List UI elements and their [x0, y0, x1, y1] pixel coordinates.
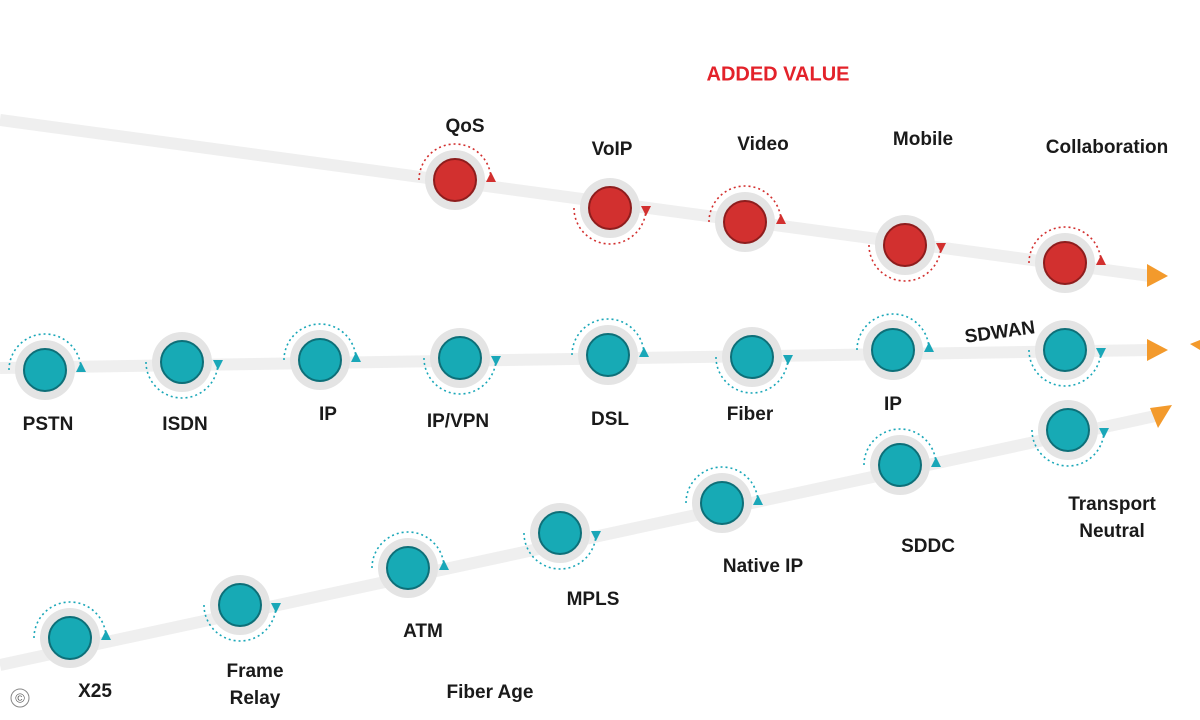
orbit-arrow: [1096, 348, 1106, 358]
orbit-arc: [715, 356, 789, 394]
orbit-arrow: [936, 243, 946, 253]
orbit-arc: [1031, 429, 1105, 467]
orbit-arrow: [753, 495, 763, 505]
node-label: Fiber: [727, 404, 774, 425]
arrow-head: [1190, 340, 1200, 350]
node-label: Mobile: [893, 129, 953, 150]
node-label: Transport: [1068, 494, 1156, 515]
node-label: ISDN: [162, 414, 207, 435]
node: [160, 340, 204, 384]
node: [48, 616, 92, 660]
copyright-circle: [10, 688, 30, 708]
node-label: IP: [884, 394, 902, 415]
node: [700, 481, 744, 525]
orbit-arrow: [271, 603, 281, 613]
node-label: Collaboration: [1046, 137, 1168, 158]
orbit-arc: [418, 143, 492, 181]
node: [730, 335, 774, 379]
node-label: MPLS: [567, 589, 620, 610]
node: [586, 333, 630, 377]
node-label: QoS: [445, 116, 484, 137]
orbit-arrow: [783, 355, 793, 365]
title: ADDED VALUE: [707, 63, 850, 85]
copyright: ©: [15, 690, 25, 705]
orbit-arc: [33, 601, 107, 639]
orbit-arrow: [76, 362, 86, 372]
orbit-arrow: [1096, 255, 1106, 265]
orbit-arc: [573, 207, 647, 245]
orbit-arc: [423, 357, 497, 395]
arrow-head: [1147, 339, 1168, 361]
orbit-arc: [1028, 226, 1102, 264]
node: [538, 511, 582, 555]
node: [218, 583, 262, 627]
node: [23, 348, 67, 392]
orbit-arrow: [1099, 428, 1109, 438]
node-label: Frame: [226, 661, 283, 682]
node: [1043, 328, 1087, 372]
node: [386, 546, 430, 590]
orbit-arrow: [491, 356, 501, 366]
arrow-head: [1150, 405, 1172, 428]
node: [871, 328, 915, 372]
node: [588, 186, 632, 230]
orbit-arc: [868, 244, 942, 282]
node-label: Video: [737, 134, 788, 155]
track-line: [0, 114, 1151, 282]
node: [883, 223, 927, 267]
node-label: SDWAN: [963, 317, 1036, 348]
orbit-arc: [523, 532, 597, 570]
orbit-arrow: [639, 347, 649, 357]
node-label: ATM: [403, 621, 443, 642]
orbit-arrow: [439, 560, 449, 570]
orbit-arrow: [776, 214, 786, 224]
orbit-arc: [1028, 349, 1102, 387]
node: [1046, 408, 1090, 452]
orbit-arc: [283, 323, 357, 361]
orbit-arrow: [591, 531, 601, 541]
node-label: Neutral: [1079, 521, 1144, 542]
node: [298, 338, 342, 382]
orbit-arrow: [101, 630, 111, 640]
node-label: SDDC: [901, 536, 955, 557]
node-label: Relay: [230, 688, 281, 709]
orbit-arc: [371, 531, 445, 569]
orbit-arc: [863, 428, 937, 466]
node-label: IP/VPN: [427, 411, 489, 432]
orbit-arrow: [213, 360, 223, 370]
node: [438, 336, 482, 380]
orbit-arc: [203, 604, 277, 642]
orbit-arrow: [641, 206, 651, 216]
node-label: Native IP: [723, 556, 804, 577]
node-label: VoIP: [592, 139, 633, 160]
orbit-arc: [8, 333, 82, 371]
orbit-arc: [856, 313, 930, 351]
orbit-arc: [685, 466, 759, 504]
node-label: DSL: [591, 409, 629, 430]
node-label: PSTN: [23, 414, 74, 435]
orbit-arc: [571, 318, 645, 356]
arrow-head: [1147, 264, 1168, 287]
node: [1043, 241, 1087, 285]
orbit-arrow: [931, 457, 941, 467]
orbit-arc: [708, 185, 782, 223]
orbit-arrow: [924, 342, 934, 352]
nodes: QoS VoIP Video Mobile Collaboration PSTN ISDN I…: [8, 116, 1168, 709]
orbit-arc: [145, 361, 219, 399]
orbit-arrow: [351, 352, 361, 362]
node-label: IP: [319, 404, 337, 425]
orbit-arrow: [486, 172, 496, 182]
node: [878, 443, 922, 487]
node: [433, 158, 477, 202]
era-label: Fiber Age: [447, 682, 534, 703]
node-label: X25: [78, 681, 112, 702]
node: [723, 200, 767, 244]
